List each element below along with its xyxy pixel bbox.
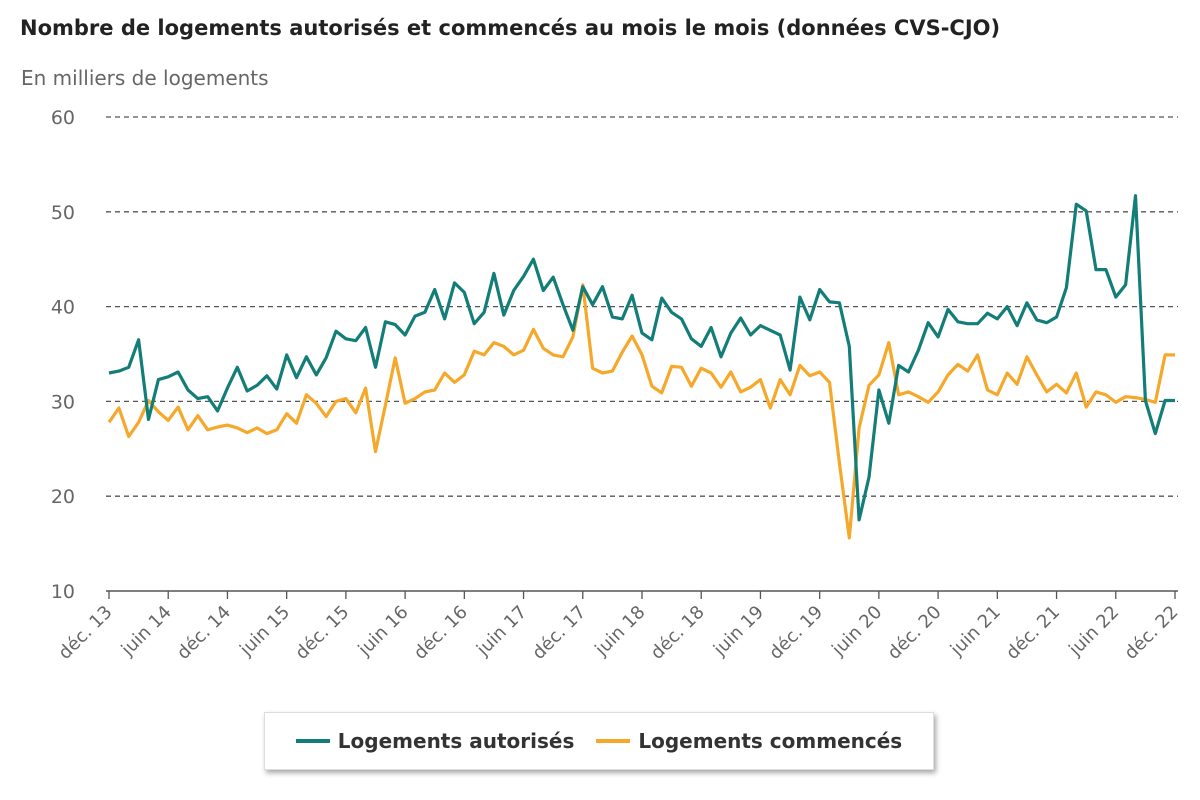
series-line-commences: [107, 283, 1175, 540]
x-tick-label: juin 22: [1064, 602, 1123, 661]
x-tick-label: juin 21: [946, 602, 1005, 661]
x-tick-label: juin 14: [117, 602, 176, 661]
y-tick-label: 20: [51, 486, 75, 508]
legend-item-autorises[interactable]: Logements autorisés: [295, 729, 575, 753]
x-tick-label: déc. 15: [291, 602, 353, 664]
legend-label-commences: Logements commencés: [638, 729, 903, 753]
y-tick-label: 60: [51, 107, 75, 129]
x-tick-label: déc. 18: [647, 602, 709, 664]
x-tick-label: déc. 21: [1002, 602, 1064, 664]
x-tick-label: déc. 20: [884, 602, 946, 664]
legend-swatch-commences: [596, 739, 631, 743]
y-tick-label: 50: [51, 202, 75, 224]
x-tick-label: déc. 22: [1120, 602, 1182, 664]
legend-item-commences[interactable]: Logements commencés: [596, 729, 902, 753]
x-tick-label: déc. 16: [410, 602, 472, 664]
x-tick-label: juin 17: [472, 602, 531, 661]
legend-swatch-autorises: [295, 739, 330, 743]
x-tick-label: juin 15: [235, 602, 294, 661]
y-tick-label: 40: [51, 297, 75, 319]
x-tick-label: déc. 13: [54, 602, 116, 664]
y-axis-label: En milliers de logements: [21, 66, 269, 90]
y-tick-label: 10: [51, 581, 75, 603]
y-tick-label: 30: [51, 391, 75, 413]
x-tick-label: juin 18: [591, 602, 650, 661]
legend-label-autorises: Logements autorisés: [337, 729, 575, 753]
series-line-autorises: [108, 194, 1175, 522]
x-tick-label: déc. 19: [765, 602, 827, 664]
x-tick-label: juin 16: [354, 602, 413, 661]
x-tick-label: déc. 17: [528, 602, 590, 664]
x-tick-label: juin 19: [709, 602, 768, 661]
chart-title: Nombre de logements autorisés et commenc…: [20, 16, 1001, 40]
x-tick-label: juin 20: [827, 602, 886, 661]
x-tick-label: déc. 14: [173, 602, 235, 664]
legend: Logements autorisés Logements commencés: [264, 712, 934, 770]
